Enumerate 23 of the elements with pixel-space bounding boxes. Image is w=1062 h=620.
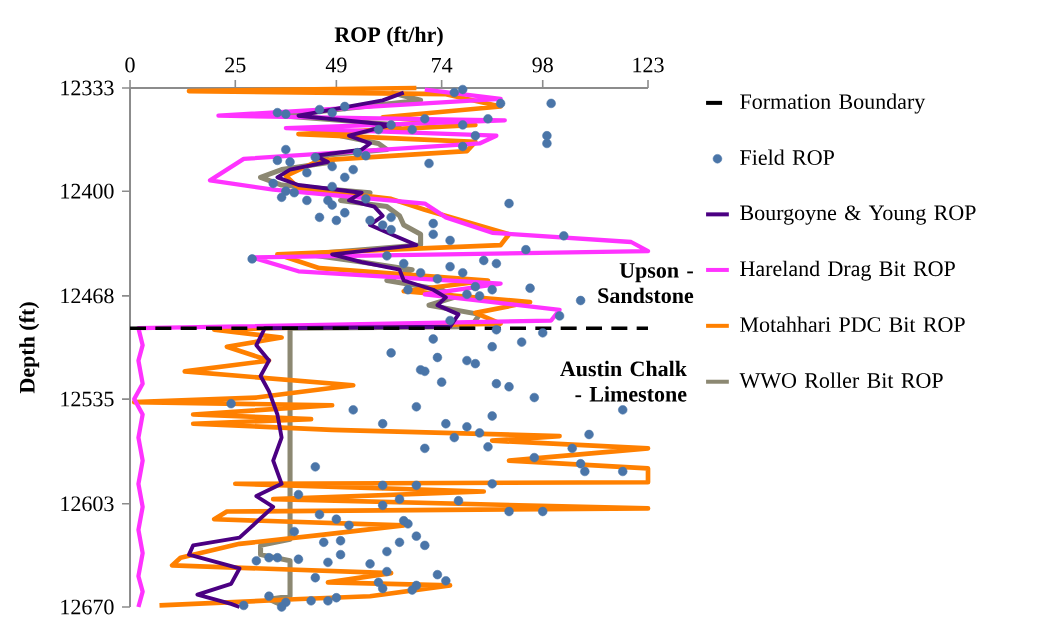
x-tick-label: 98 <box>532 57 553 73</box>
annotation: Austin Chalk - Limestone <box>560 360 687 402</box>
legend-label: Field ROP <box>740 149 834 165</box>
y-tick-label: 12670 <box>61 599 114 615</box>
y-tick-label: 12400 <box>61 183 114 199</box>
x-tick-label: 74 <box>432 57 453 73</box>
legend-label: Formation Boundary <box>740 93 926 114</box>
y-axis-title: Depth (ft) <box>18 302 40 394</box>
legend-label: Motahhari PDC Bit ROP <box>740 316 965 333</box>
x-axis-title: ROP (ft/hr) <box>334 26 443 47</box>
y-tick-label: 12603 <box>61 496 114 512</box>
x-tick-label: 49 <box>325 57 347 73</box>
annotation: Upson - Sandstone <box>598 263 694 304</box>
legend-label: Hareland Drag Bit ROP <box>740 260 955 281</box>
y-tick-label: 12535 <box>61 391 114 407</box>
x-tick-label: 25 <box>225 57 246 73</box>
legend-label: WWO Roller Bit ROP <box>739 372 943 389</box>
legend-label: Bourgoyne & Young ROP <box>740 205 976 225</box>
y-tick-label: 12333 <box>61 80 114 96</box>
line-series <box>187 90 461 609</box>
x-tick-label: 0 <box>125 57 135 73</box>
y-tick-label: 12468 <box>61 288 114 304</box>
x-tick-label: 123 <box>633 57 664 73</box>
